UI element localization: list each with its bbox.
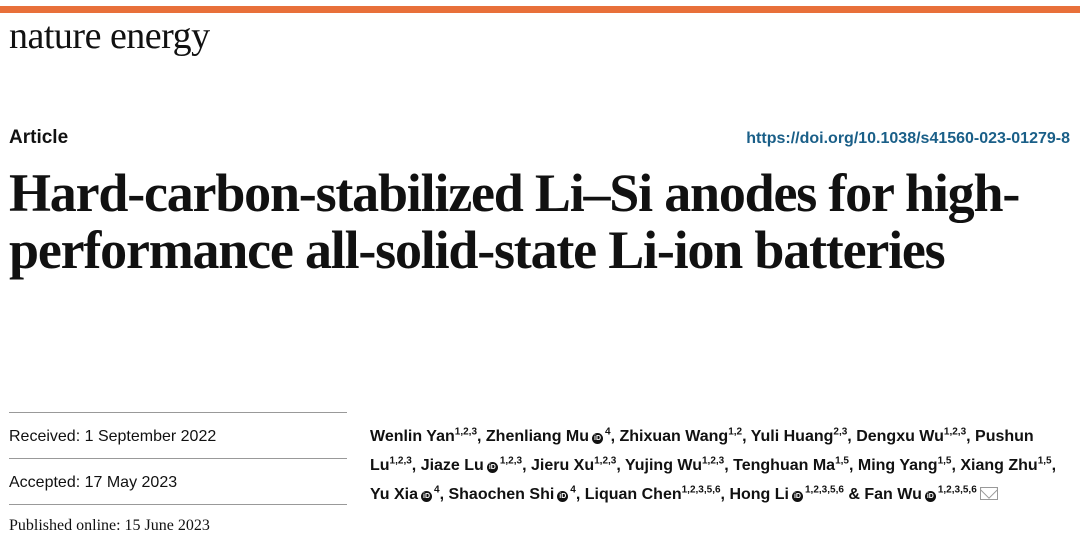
affiliation-number: 1,2 (728, 426, 743, 438)
author[interactable]: Liquan Chen1,2,3,5,6 (584, 484, 721, 503)
author-separator: , (847, 428, 857, 445)
author-name[interactable]: Fan Wu (864, 486, 922, 503)
article-type-label: Article (9, 127, 69, 148)
affiliation-number: 1,2,3 (499, 455, 523, 467)
affiliation-number: 1,2,3,5,6 (937, 484, 977, 496)
author-name[interactable]: Shaochen Shi (448, 486, 555, 503)
author-name[interactable]: Yujing Wu (624, 457, 702, 474)
author-separator: , (966, 428, 976, 445)
author-separator: , (522, 457, 531, 474)
author-separator: , (575, 486, 585, 503)
author-name[interactable]: Zhixuan Wang (619, 428, 729, 445)
affiliation-number: 1,2,3 (454, 426, 478, 438)
author-list: Wenlin Yan1,2,3, Zhenliang Mu iD4, Zhixua… (370, 422, 1070, 509)
author[interactable]: Jiaze Lu iD1,2,3 (420, 455, 523, 474)
author-name[interactable]: Jieru Xu (530, 457, 595, 474)
published-date: Published online: 15 June 2023 (9, 504, 347, 547)
author-separator: , (720, 486, 730, 503)
author[interactable]: Wenlin Yan1,2,3 (370, 426, 478, 445)
author-separator: , (616, 457, 625, 474)
author-separator: , (439, 486, 449, 503)
affiliation-number: 1,2,3 (702, 455, 725, 467)
author-name[interactable]: Yuli Huang (750, 428, 834, 445)
author[interactable]: Pushun Lu1,2,3 (370, 428, 1034, 474)
publication-dates: Received: 1 September 2022 Accepted: 17 … (9, 412, 347, 547)
author-name[interactable]: Zhenliang Mu (485, 428, 590, 445)
author-name[interactable]: Ming Yang (857, 457, 938, 474)
author[interactable]: Tenghuan Ma1,5 (733, 455, 849, 474)
author[interactable]: Zhenliang Mu iD4 (485, 426, 611, 445)
brand-bar (0, 6, 1080, 13)
received-date: Received: 1 September 2022 (9, 412, 347, 458)
author[interactable]: Hong Li iD1,2,3,5,6 (729, 484, 844, 503)
orcid-icon[interactable]: iD (421, 491, 433, 502)
affiliation-number: 4 (605, 426, 611, 438)
affiliation-number: 4 (434, 484, 440, 496)
accepted-date: Accepted: 17 May 2023 (9, 458, 347, 504)
author-name[interactable]: Tenghuan Ma (733, 457, 836, 474)
envelope-icon[interactable] (979, 487, 998, 500)
author[interactable]: Yu Xia iD4 (370, 484, 440, 503)
author[interactable]: Zhixuan Wang1,2 (619, 426, 743, 445)
orcid-icon[interactable]: iD (592, 433, 604, 444)
author-name[interactable]: Pushun Lu (370, 428, 1034, 474)
orcid-icon[interactable]: iD (486, 462, 498, 473)
doi-link[interactable]: https://doi.org/10.1038/s41560-023-01279… (746, 130, 1070, 147)
affiliation-number: 2,3 (833, 426, 848, 438)
affiliation-number: 1,2,3 (389, 455, 412, 467)
author-separator: , (411, 457, 421, 474)
author[interactable]: Fan Wu iD1,2,3,5,6 (864, 484, 998, 503)
orcid-icon[interactable]: iD (924, 491, 936, 502)
affiliation-number: 1,5 (937, 455, 952, 467)
affiliation-number: 1,2,3,5,6 (681, 484, 721, 496)
author-separator: , (477, 428, 486, 445)
author-separator: , (742, 428, 751, 445)
author[interactable]: Yuli Huang2,3 (750, 426, 848, 445)
affiliation-number: 1,5 (1037, 455, 1052, 467)
article-title: Hard-carbon-stabilized Li–Si anodes for … (9, 163, 1020, 280)
author-separator: , (1051, 457, 1057, 474)
author-name[interactable]: Xiang Zhu (960, 457, 1038, 474)
author-name[interactable]: Wenlin Yan (370, 428, 455, 445)
journal-logo[interactable]: nature energy (9, 15, 210, 57)
author-name[interactable]: Yu Xia (370, 486, 419, 503)
affiliation-number: 4 (570, 484, 576, 496)
orcid-icon[interactable]: iD (557, 491, 569, 502)
author[interactable]: Xiang Zhu1,5 (960, 455, 1052, 474)
author-name[interactable]: Hong Li (729, 486, 789, 503)
affiliation-number: 1,5 (835, 455, 849, 467)
author[interactable]: Ming Yang1,5 (857, 455, 952, 474)
author-separator: , (610, 428, 620, 445)
affiliation-number: 1,2,3,5,6 (804, 484, 844, 496)
affiliation-number: 1,2,3 (943, 426, 967, 438)
author-name[interactable]: Dengxu Wu (856, 428, 944, 445)
author-name[interactable]: Liquan Chen (584, 486, 682, 503)
author[interactable]: Yujing Wu1,2,3 (624, 455, 725, 474)
author[interactable]: Shaochen Shi iD4 (448, 484, 576, 503)
author-name[interactable]: Jiaze Lu (420, 457, 484, 474)
author-separator: , (724, 457, 734, 474)
affiliation-number: 1,2,3 (594, 455, 617, 467)
author[interactable]: Jieru Xu1,2,3 (530, 455, 617, 474)
author-separator: , (848, 457, 858, 474)
author-separator: , (951, 457, 961, 474)
orcid-icon[interactable]: iD (791, 491, 803, 502)
author[interactable]: Dengxu Wu1,2,3 (856, 426, 967, 445)
author-ampersand: & (843, 486, 865, 503)
